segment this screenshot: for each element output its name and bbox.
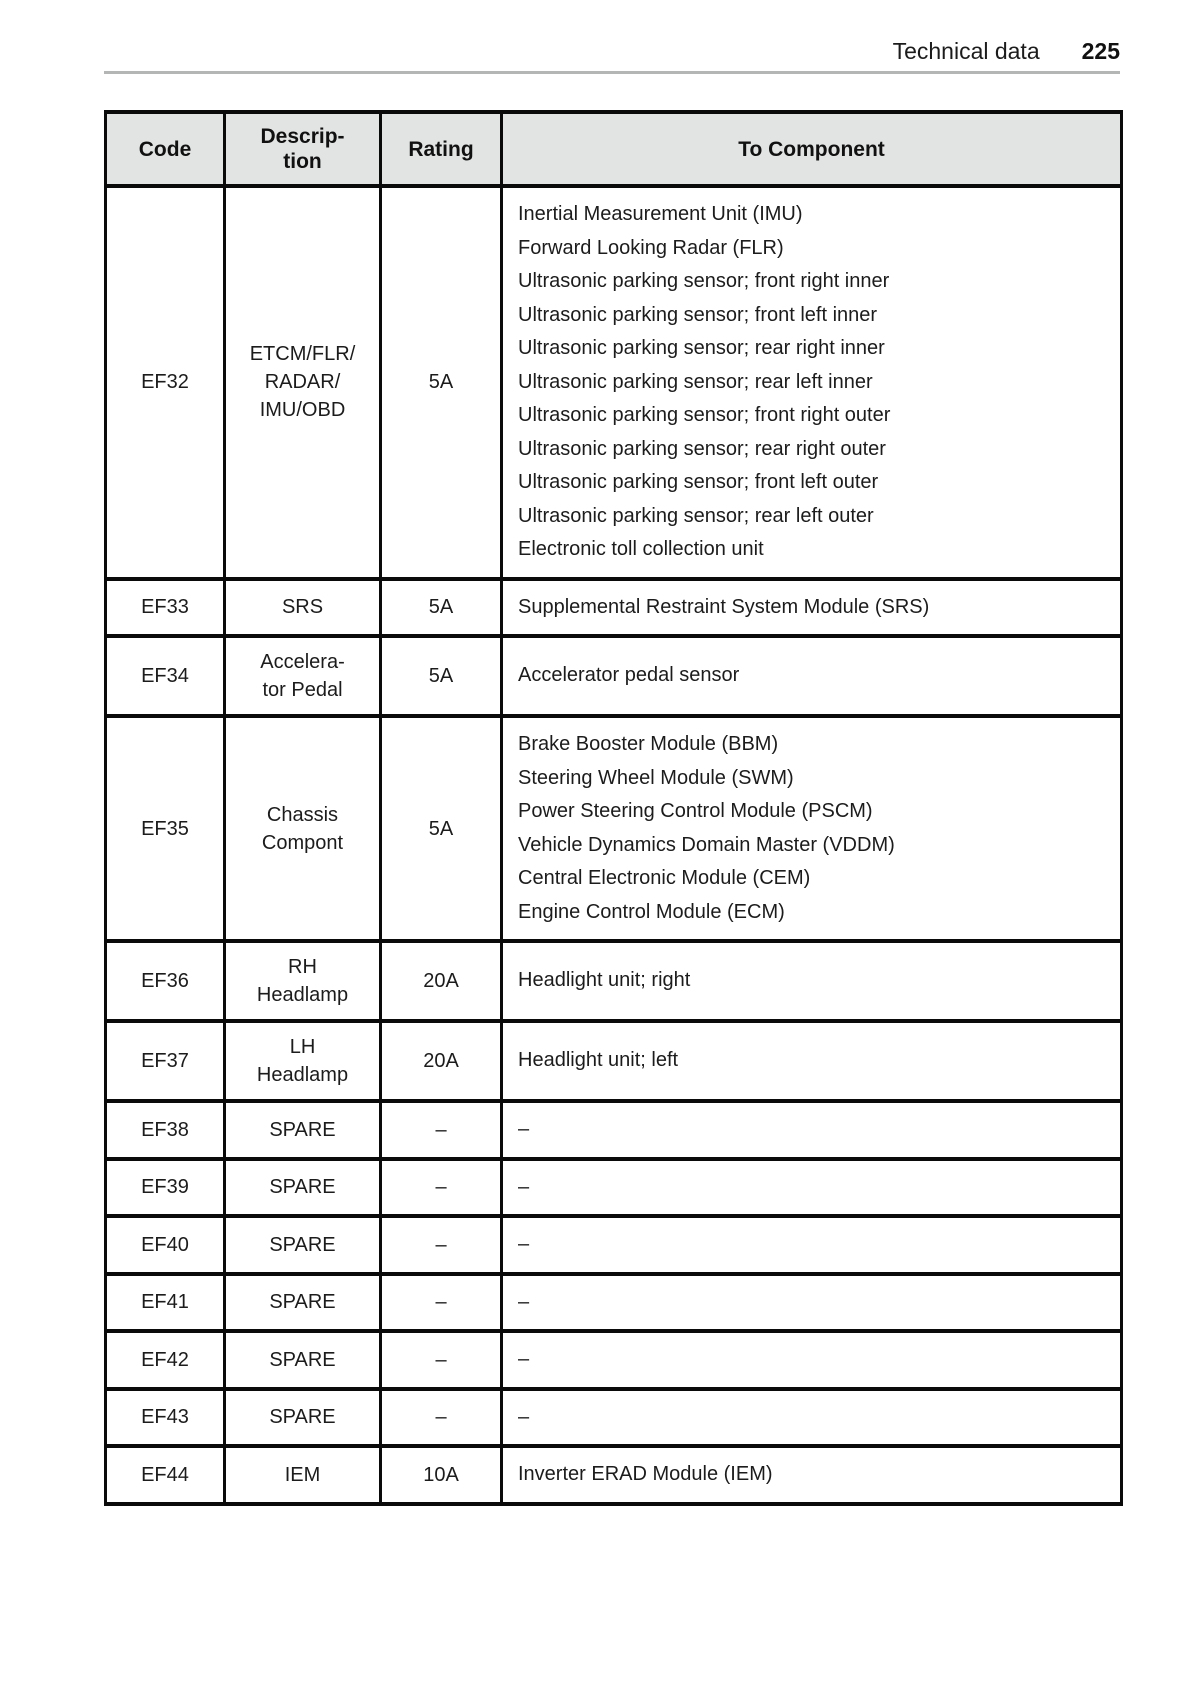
fuse-rating: – [379,1386,503,1448]
table-row: EF33 SRS 5A Supplemental Restraint System M… [104,576,1123,638]
table-row: EF44 IEM 10A Inverter ERAD Module (IEM) [104,1444,1123,1506]
fuse-table-body: EF32 ETCM/FLR/ RADAR/ IMU/OBD 5A Inertial M… [104,184,1123,1506]
fuse-code: EF41 [104,1271,226,1333]
fuse-rating: 5A [379,714,503,943]
table-row: EF35 Chassis Compont 5A Brake Booster Modul… [104,714,1123,943]
fuse-code: EF37 [104,1019,226,1103]
fuse-description: SPARE [223,1386,382,1448]
fuse-description: SPARE [223,1214,382,1276]
fuse-description: SPARE [223,1271,382,1333]
fuse-code: EF42 [104,1329,226,1391]
fuse-description: IEM [223,1444,382,1506]
fuse-code: EF32 [104,184,226,581]
column-header-to-component: To Component [500,110,1123,188]
column-header-rating: Rating [379,110,503,188]
fuse-rating: – [379,1156,503,1218]
fuse-table: Code Descrip- tion Rating To Component E… [104,110,1123,1506]
fuse-to-component: Inverter ERAD Module (IEM) [500,1444,1123,1506]
fuse-rating: – [379,1099,503,1161]
table-row: EF41 SPARE – – [104,1271,1123,1333]
fuse-code: EF44 [104,1444,226,1506]
table-row: EF43 SPARE – – [104,1386,1123,1448]
table-row: EF40 SPARE – – [104,1214,1123,1276]
fuse-to-component: – [500,1329,1123,1391]
fuse-code: EF40 [104,1214,226,1276]
fuse-to-component: Brake Booster Module (BBM) Steering Whee… [500,714,1123,943]
fuse-description: Chassis Compont [223,714,382,943]
table-row: EF32 ETCM/FLR/ RADAR/ IMU/OBD 5A Inertial M… [104,184,1123,581]
fuse-rating: 10A [379,1444,503,1506]
fuse-description: Accelera- tor Pedal [223,634,382,718]
fuse-rating: 5A [379,634,503,718]
fuse-code: EF36 [104,939,226,1023]
header-rule [104,71,1120,74]
column-header-code: Code [104,110,226,188]
fuse-description: LH Headlamp [223,1019,382,1103]
fuse-description: RH Headlamp [223,939,382,1023]
table-row: EF37 LH Headlamp 20A Headlight unit; left [104,1019,1123,1103]
fuse-description: SPARE [223,1329,382,1391]
fuse-code: EF34 [104,634,226,718]
fuse-code: EF43 [104,1386,226,1448]
fuse-to-component: Headlight unit; left [500,1019,1123,1103]
page-number: 225 [1081,38,1120,64]
fuse-to-component: – [500,1386,1123,1448]
fuse-rating: – [379,1271,503,1333]
fuse-rating: – [379,1214,503,1276]
table-header-row: Code Descrip- tion Rating To Component [104,110,1123,188]
table-row: EF36 RH Headlamp 20A Headlight unit; right [104,939,1123,1023]
fuse-code: EF33 [104,576,226,638]
fuse-rating: 20A [379,939,503,1023]
fuse-description: SRS [223,576,382,638]
fuse-description: ETCM/FLR/ RADAR/ IMU/OBD [223,184,382,581]
table-row: EF38 SPARE – – [104,1099,1123,1161]
table-row: EF34 Accelera- tor Pedal 5A Accelerator ped… [104,634,1123,718]
fuse-to-component: Supplemental Restraint System Module (SR… [500,576,1123,638]
fuse-description: SPARE [223,1156,382,1218]
table-row: EF42 SPARE – – [104,1329,1123,1391]
fuse-to-component: – [500,1271,1123,1333]
section-title: Technical data [892,38,1040,64]
page-header: Technical data 225 [104,38,1120,64]
fuse-rating: 5A [379,184,503,581]
fuse-to-component: Accelerator pedal sensor [500,634,1123,718]
fuse-rating: 5A [379,576,503,638]
fuse-code: EF38 [104,1099,226,1161]
fuse-code: EF35 [104,714,226,943]
fuse-to-component: – [500,1156,1123,1218]
fuse-to-component: Headlight unit; right [500,939,1123,1023]
column-header-description: Descrip- tion [223,110,382,188]
fuse-to-component: – [500,1099,1123,1161]
fuse-code: EF39 [104,1156,226,1218]
fuse-rating: 20A [379,1019,503,1103]
fuse-to-component: Inertial Measurement Unit (IMU) Forward … [500,184,1123,581]
table-row: EF39 SPARE – – [104,1156,1123,1218]
fuse-rating: – [379,1329,503,1391]
fuse-description: SPARE [223,1099,382,1161]
fuse-to-component: – [500,1214,1123,1276]
